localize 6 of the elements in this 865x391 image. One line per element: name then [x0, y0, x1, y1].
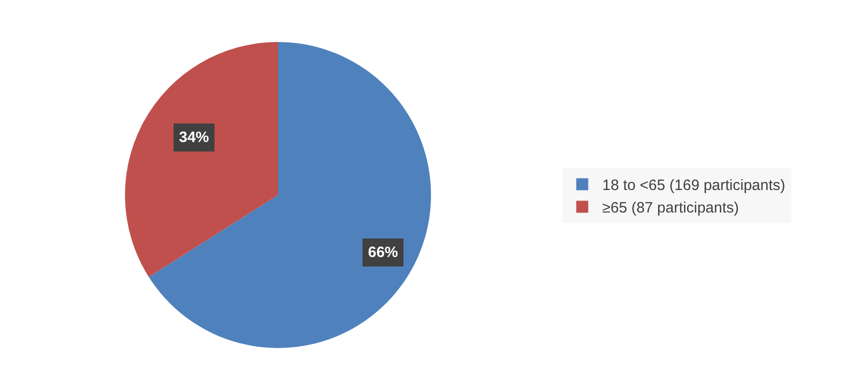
pie-slice [125, 42, 278, 277]
pie-slice [148, 42, 431, 348]
data-label: 66% [368, 244, 398, 261]
legend-label: 18 to <65 (169 participants) [602, 177, 786, 194]
legend-label: ≥65 (87 participants) [602, 200, 739, 217]
data-label: 34% [179, 129, 210, 146]
